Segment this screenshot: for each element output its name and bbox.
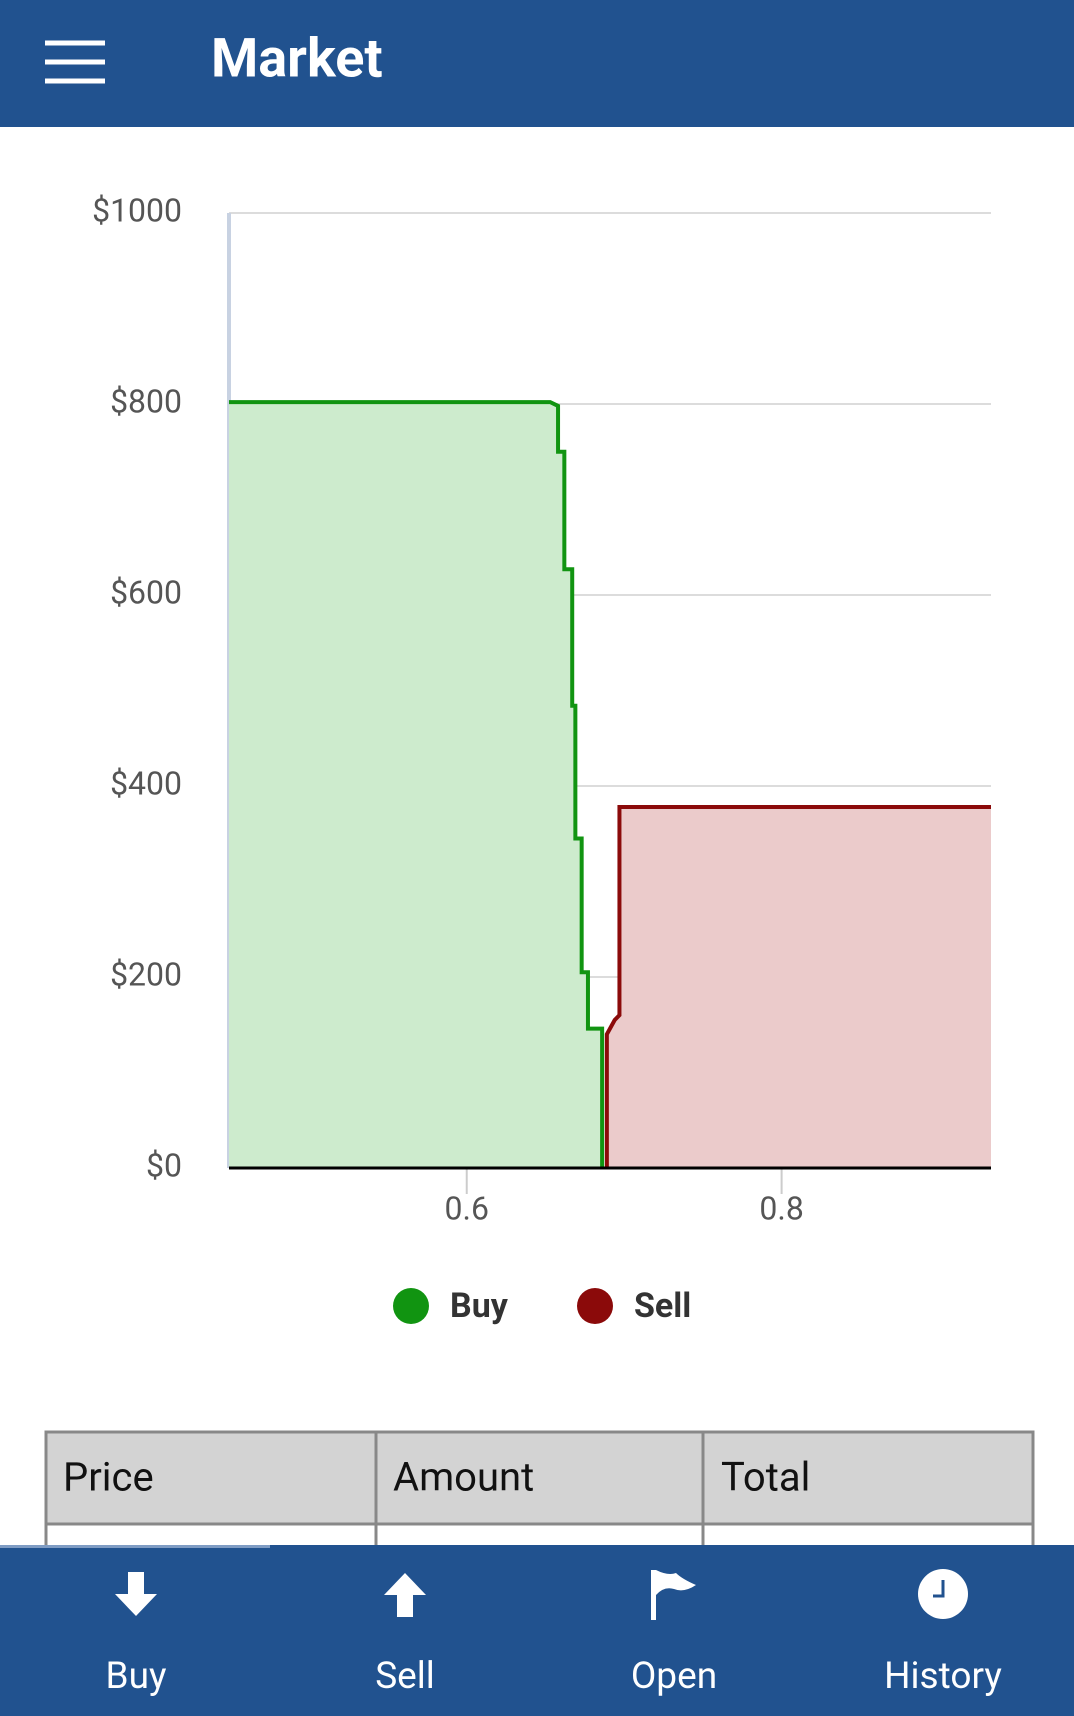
buy-icon: [115, 1572, 157, 1616]
nav-item-label[interactable]: Open: [631, 1655, 717, 1698]
legend-marker: [393, 1288, 429, 1324]
table: [44, 1430, 1035, 1545]
menu-button[interactable]: [45, 40, 105, 84]
sell-icon: [384, 1573, 426, 1617]
y-tick-label: $800: [110, 382, 182, 420]
x-tick-label: 0.6: [445, 1189, 489, 1227]
legend: Buy Sell: [393, 1286, 691, 1326]
column-header: Price: [63, 1454, 154, 1501]
y-tick-label: $400: [110, 764, 182, 802]
app-bar: [0, 0, 1074, 127]
history-icon: [918, 1569, 968, 1619]
area-fill: [606, 807, 991, 1168]
active-tab-indicator: [0, 1545, 270, 1548]
nav-item-label[interactable]: Buy: [106, 1655, 167, 1698]
app-title: Market: [211, 27, 383, 90]
x-tick-label: 0.8: [759, 1189, 803, 1227]
legend-marker: [577, 1288, 613, 1324]
series-line: [229, 400, 605, 1168]
nav-labels: Buy Sell Open History: [106, 1655, 1003, 1698]
legend-label: Buy: [450, 1286, 509, 1326]
nav-item-label[interactable]: History: [884, 1655, 1002, 1698]
open-icon: [651, 1570, 696, 1620]
table-header: Price Amount Total: [63, 1454, 810, 1501]
nav-item-label[interactable]: Sell: [375, 1655, 435, 1698]
y-tick-label: $600: [110, 573, 182, 611]
column-header: Amount: [393, 1454, 534, 1501]
nav-icons: [115, 1569, 968, 1620]
chart: $0 $200 $400 $600 $800 $1000 0.6 0.8: [92, 191, 991, 1227]
series-line: [604, 805, 991, 1168]
y-tick-label: $1000: [92, 191, 182, 229]
legend-label: Sell: [634, 1286, 691, 1326]
area-fill: [229, 402, 603, 1169]
column-header: Total: [721, 1454, 810, 1501]
bottom-nav: [0, 1545, 1074, 1716]
y-tick-label: $200: [110, 955, 182, 993]
y-tick-label: $0: [146, 1146, 182, 1184]
